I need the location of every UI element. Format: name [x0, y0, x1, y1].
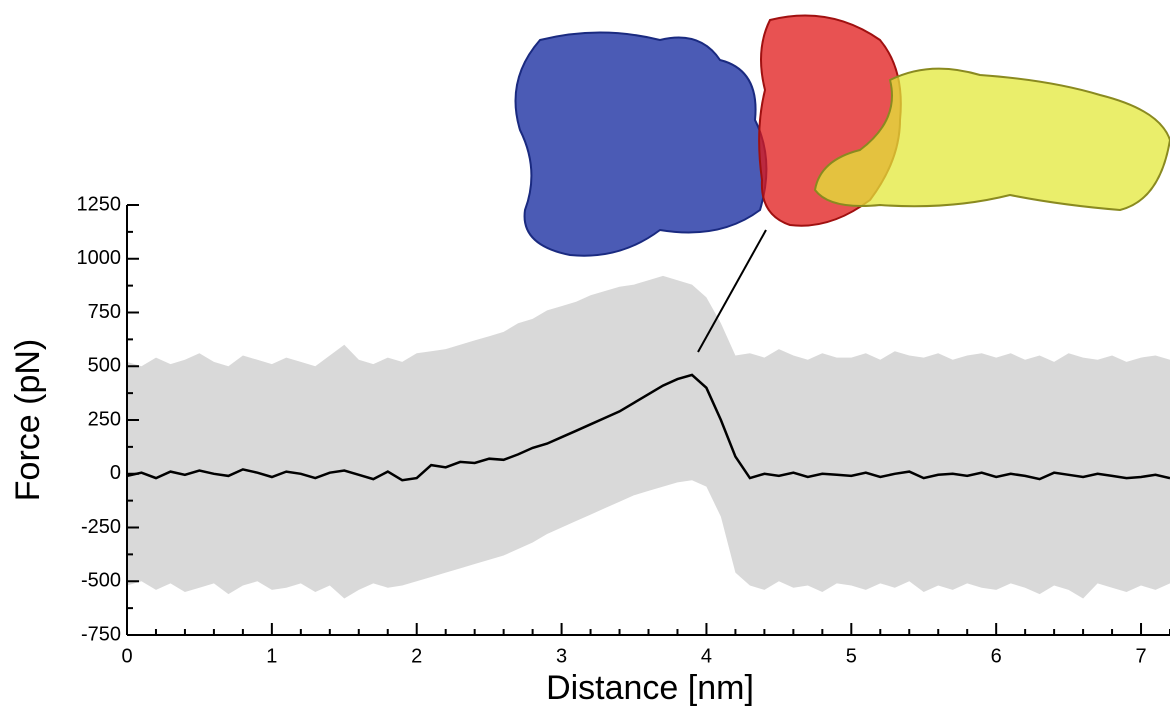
force-line [126, 373, 1170, 482]
y-tick-label: 750 [88, 301, 121, 323]
x-tick-label: 0 [121, 645, 132, 667]
y-tick-label: 0 [110, 462, 121, 484]
x-tick-label: 4 [701, 645, 712, 667]
x-tick-label: 5 [846, 645, 857, 667]
protein-yellow [813, 67, 1170, 212]
x-tick-label: 6 [991, 645, 1002, 667]
y-tick-label: -750 [81, 623, 121, 645]
x-tick-label: 2 [411, 645, 422, 667]
raw-force-band [127, 275, 1170, 599]
y-tick-label: -250 [81, 516, 121, 538]
y-tick-label: 500 [88, 355, 121, 377]
y-axis-title: Force (pN) [9, 339, 47, 501]
y-tick-label: 250 [88, 408, 121, 430]
y-tick-label: 1250 [77, 193, 122, 215]
y-tick-label: 1000 [77, 247, 122, 269]
y-tick-label: -500 [81, 570, 121, 592]
annotation-connector [697, 229, 767, 353]
x-axis-title: Distance [nm] [546, 669, 754, 707]
x-tick-label: 1 [266, 645, 277, 667]
x-tick-label: 3 [556, 645, 567, 667]
protein-blue [514, 31, 768, 257]
plot-area: 0 1 2 3 4 5 6 7 -750 -500 -250 0 250 500 750 1000 1250 [77, 193, 1170, 667]
x-tick-label: 7 [1135, 645, 1146, 667]
protein-structure [514, 14, 1170, 257]
